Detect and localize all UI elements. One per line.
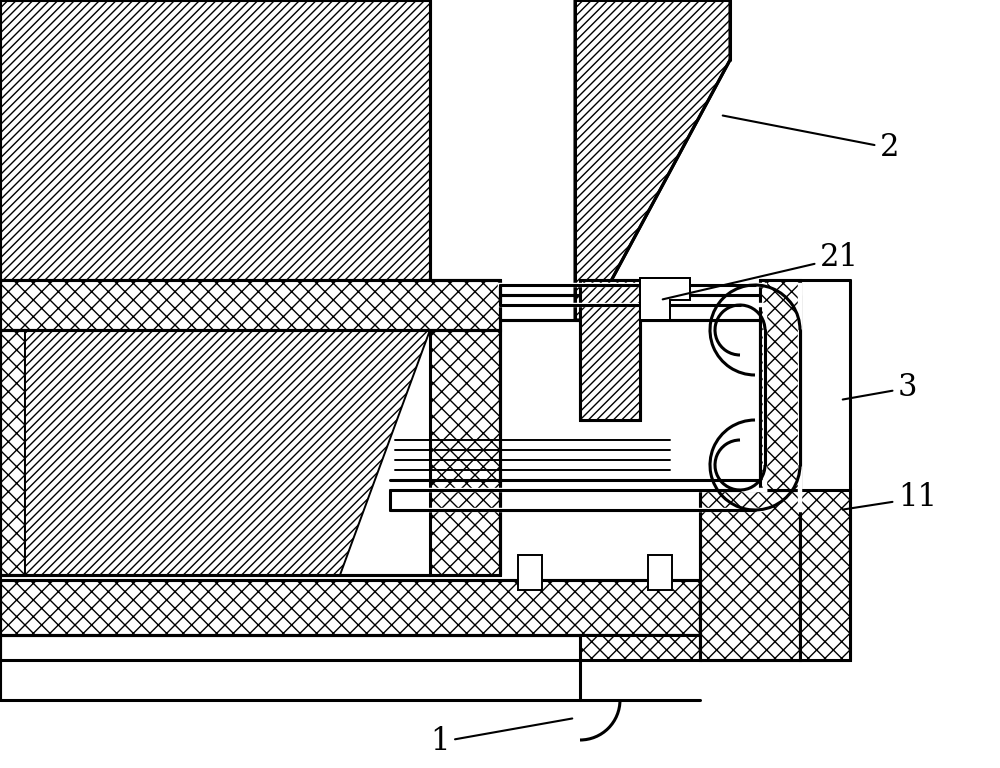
Text: 11: 11 (843, 482, 937, 514)
Polygon shape (0, 280, 500, 330)
Polygon shape (640, 278, 690, 320)
Polygon shape (0, 330, 25, 575)
Text: 21: 21 (663, 243, 859, 300)
Polygon shape (25, 330, 430, 575)
Polygon shape (760, 280, 800, 490)
Text: 1: 1 (430, 719, 572, 757)
Text: 3: 3 (843, 372, 918, 403)
Polygon shape (0, 580, 700, 635)
Polygon shape (0, 0, 430, 280)
Polygon shape (800, 490, 850, 660)
Polygon shape (580, 280, 640, 420)
Polygon shape (648, 555, 672, 590)
Polygon shape (700, 490, 800, 660)
Polygon shape (575, 0, 730, 320)
Text: 2: 2 (723, 115, 900, 164)
Polygon shape (430, 330, 500, 575)
Polygon shape (580, 635, 700, 660)
Polygon shape (518, 555, 542, 590)
